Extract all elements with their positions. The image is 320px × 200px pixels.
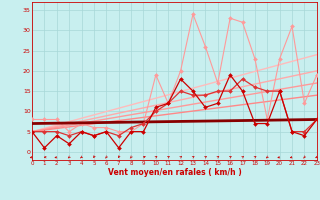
X-axis label: Vent moyen/en rafales ( km/h ): Vent moyen/en rafales ( km/h )	[108, 168, 241, 177]
